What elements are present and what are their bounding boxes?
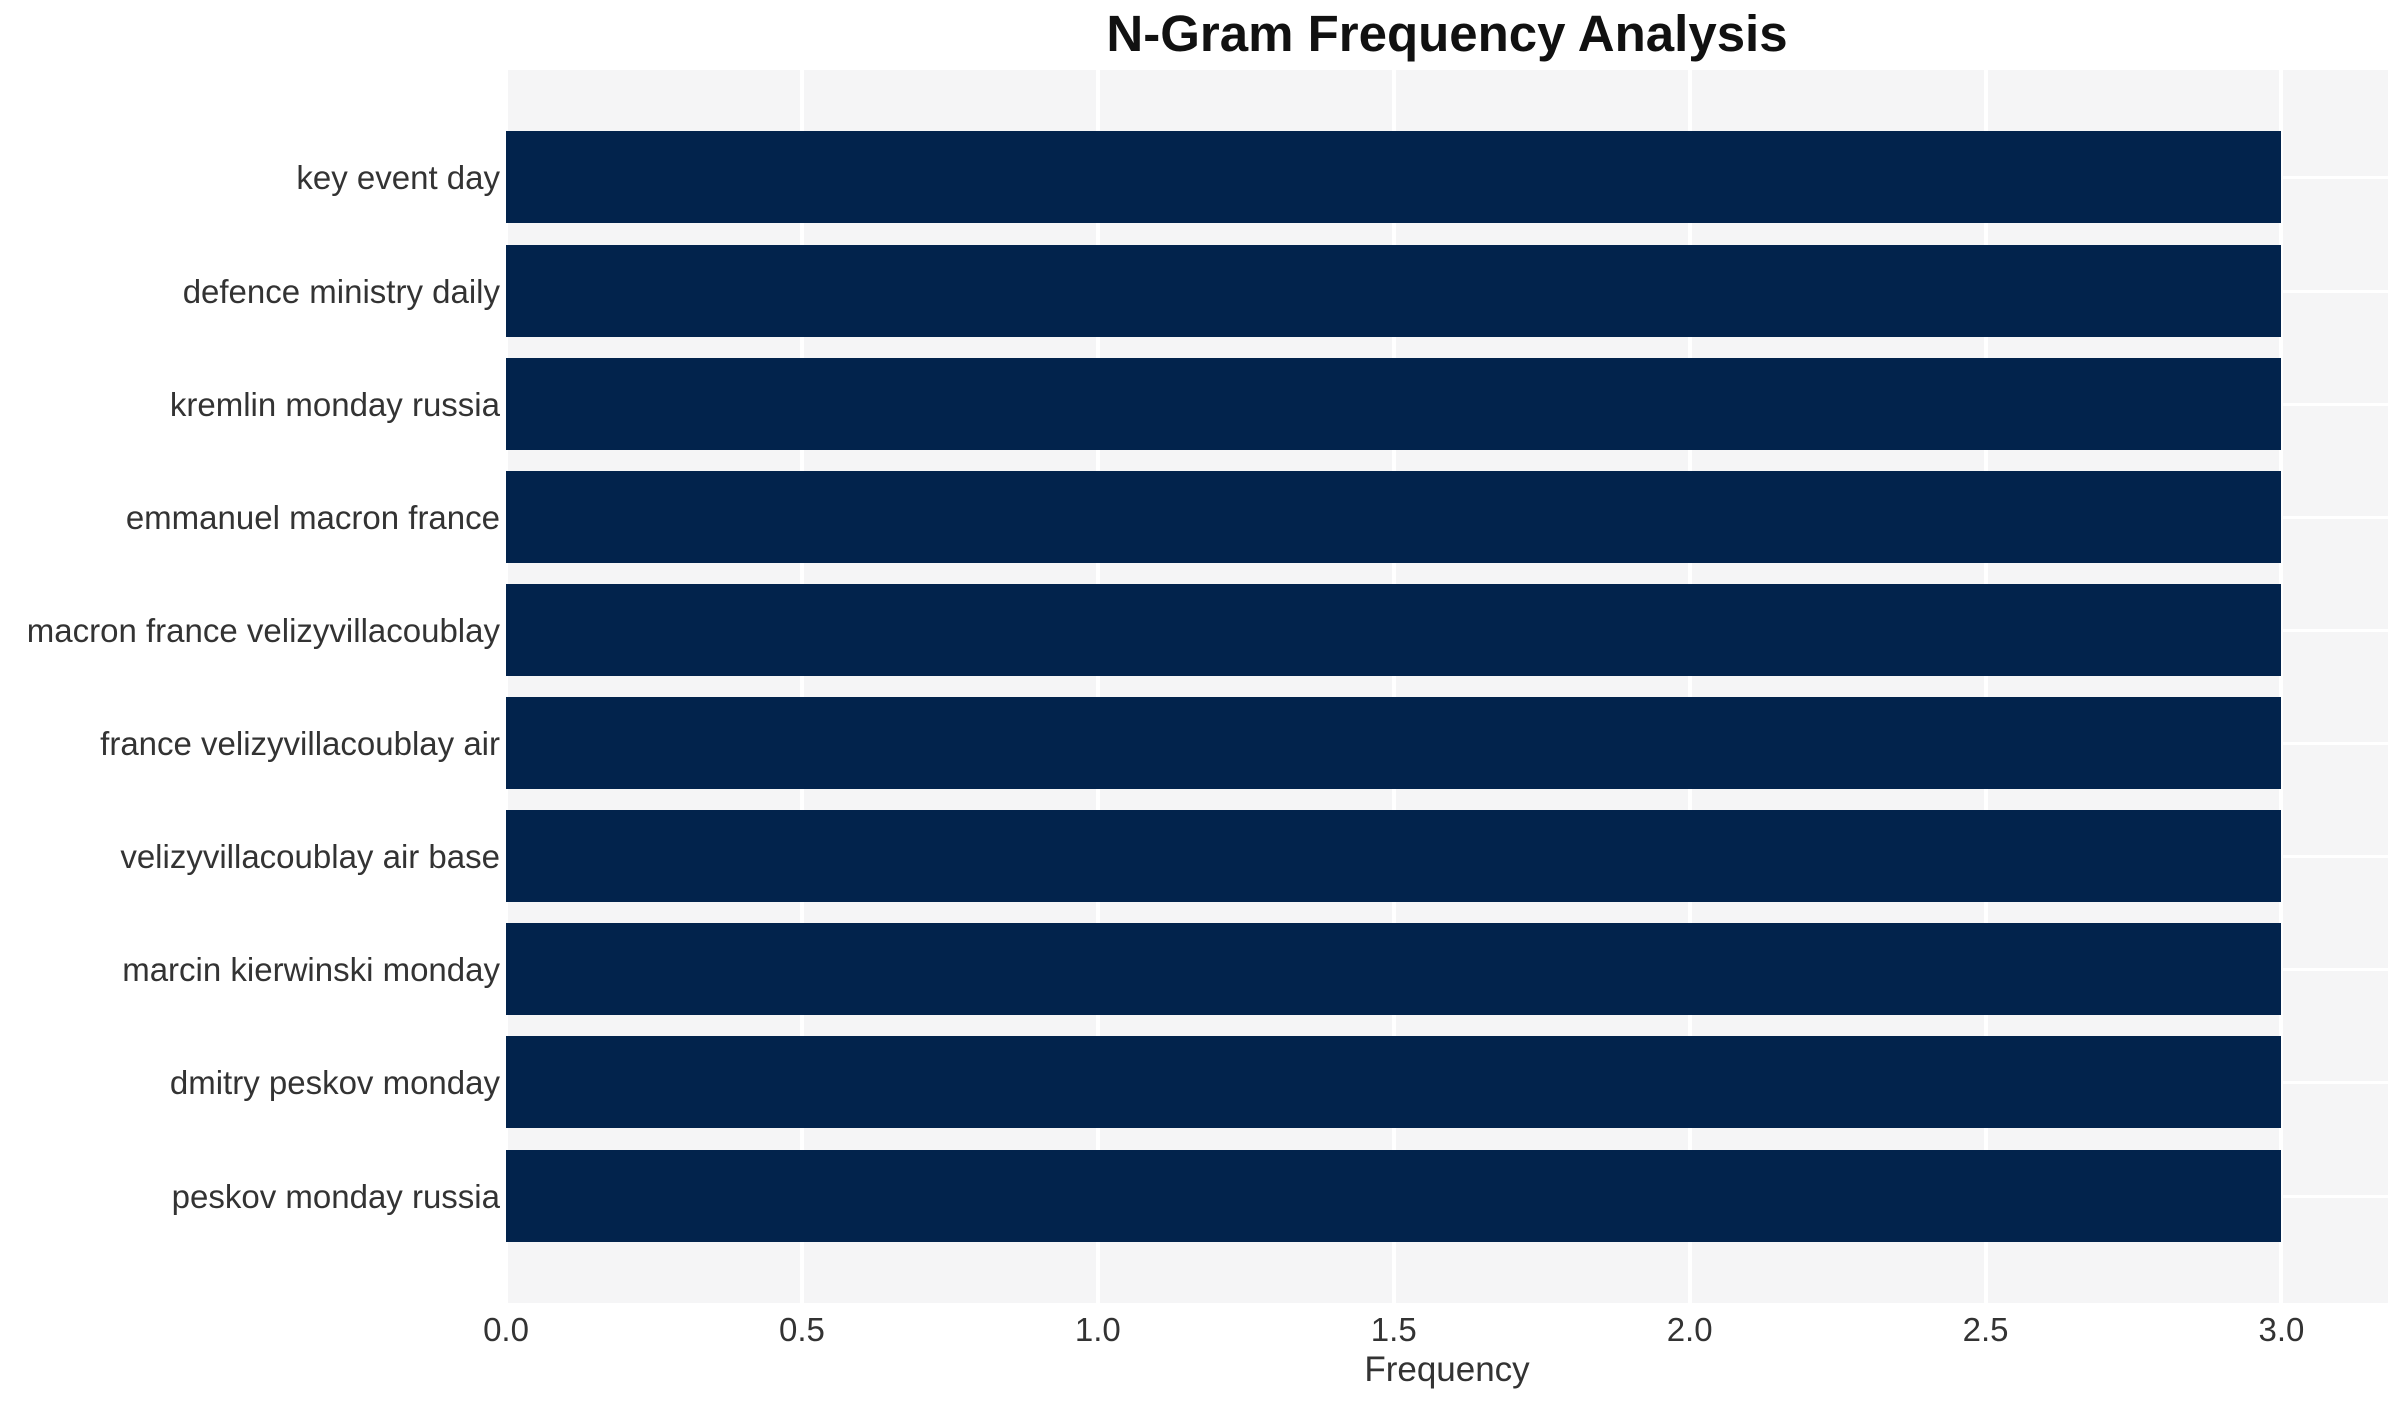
y-category-label: dmitry peskov monday (169, 1064, 500, 1102)
x-tick-label: 3.0 (2258, 1311, 2305, 1348)
bar-velizyvillacoublay-air-base (506, 810, 2282, 903)
x-gridline (504, 70, 508, 1303)
x-gridline (2279, 70, 2284, 1303)
x-axis-title: Frequency (1364, 1350, 1530, 1389)
bar-dmitry-peskov-monday (506, 1036, 2282, 1129)
bar-france-velizyvillacoublay-air (506, 697, 2282, 790)
bar-emmanuel-macron-france (506, 470, 2282, 563)
bar-marcin-kierwinski-monday (506, 923, 2282, 1016)
plot-area (504, 70, 2388, 1303)
x-tick-label: 2.0 (1666, 1311, 1713, 1348)
bar-key-event-day (506, 131, 2282, 224)
x-gridline (1687, 70, 1692, 1303)
bar-macron-france-velizyvillacoublay (506, 583, 2282, 676)
x-tick-label: 0.0 (483, 1311, 529, 1348)
x-gridline (1983, 70, 1988, 1303)
y-category-label: emmanuel macron france (125, 498, 500, 536)
y-category-label: macron france velizyvillacoublay (26, 611, 500, 649)
x-gridline (1095, 70, 1100, 1303)
y-category-label: velizyvillacoublay air base (120, 838, 500, 876)
y-category-label: peskov monday russia (171, 1177, 500, 1215)
bar-peskov-monday-russia (506, 1149, 2282, 1242)
x-gridline (799, 70, 804, 1303)
y-category-label: key event day (296, 159, 500, 197)
bar-defence-ministry-daily (506, 244, 2282, 337)
x-tick-label: 1.5 (1370, 1311, 1417, 1348)
bar-kremlin-monday-russia (506, 357, 2282, 450)
x-tick-label: 0.5 (778, 1311, 825, 1348)
y-category-label: defence ministry daily (182, 272, 500, 310)
chart-title: N-Gram Frequency Analysis (1106, 5, 1788, 62)
x-tick-label: 2.5 (1962, 1311, 2009, 1348)
y-category-label: france velizyvillacoublay air (100, 725, 500, 763)
x-gridline (1391, 70, 1396, 1303)
x-tick-label: 1.0 (1074, 1311, 1121, 1348)
y-category-label: marcin kierwinski monday (122, 951, 500, 989)
y-category-label: kremlin monday russia (169, 385, 500, 423)
